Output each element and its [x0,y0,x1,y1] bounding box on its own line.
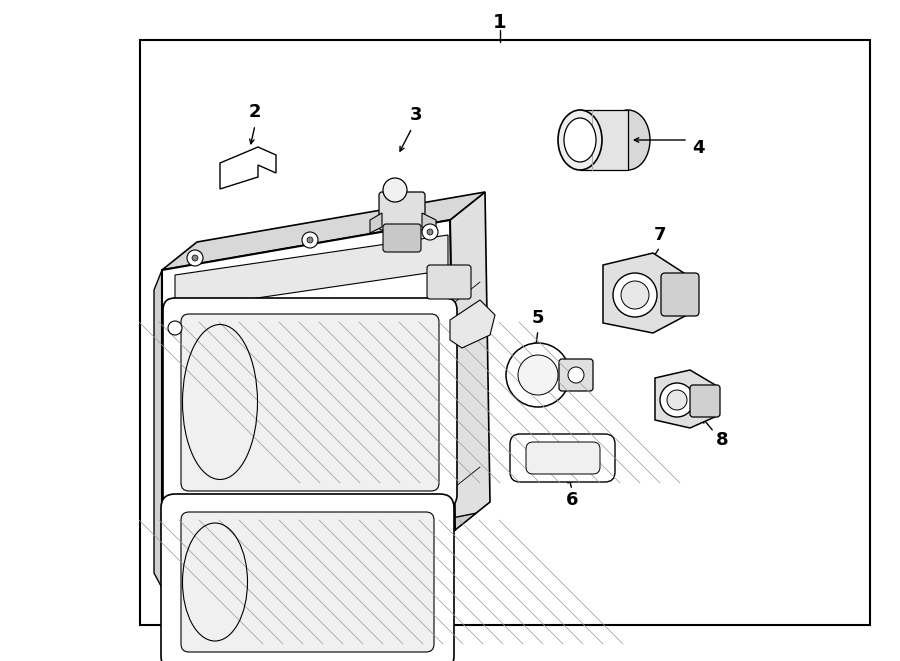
Polygon shape [370,213,382,233]
Bar [140,40,870,625]
Circle shape [613,273,657,317]
Polygon shape [220,147,276,189]
Circle shape [168,321,182,335]
Polygon shape [162,192,485,270]
Circle shape [667,390,687,410]
Circle shape [187,250,203,266]
Circle shape [506,343,570,407]
FancyBboxPatch shape [427,265,471,299]
Polygon shape [154,270,162,588]
Circle shape [192,255,198,261]
Polygon shape [450,300,495,348]
FancyBboxPatch shape [161,494,454,661]
Text: 4: 4 [692,139,705,157]
Circle shape [427,229,433,235]
Text: 8: 8 [716,431,729,449]
Text: 7: 7 [653,226,666,244]
Text: 1: 1 [493,13,507,32]
FancyBboxPatch shape [690,385,720,417]
FancyBboxPatch shape [559,359,593,391]
Ellipse shape [558,110,602,170]
Polygon shape [603,253,687,333]
Polygon shape [175,235,448,310]
Circle shape [660,383,694,417]
FancyBboxPatch shape [163,298,457,507]
Text: 5: 5 [532,309,544,327]
Circle shape [518,355,558,395]
FancyBboxPatch shape [510,434,615,482]
Text: 3: 3 [410,106,422,124]
Circle shape [568,367,584,383]
Ellipse shape [606,110,650,170]
FancyBboxPatch shape [526,442,600,474]
Polygon shape [655,370,717,428]
Text: 2: 2 [248,103,261,121]
Circle shape [307,237,313,243]
FancyBboxPatch shape [379,192,425,230]
Circle shape [302,232,318,248]
Ellipse shape [564,118,596,162]
Polygon shape [162,220,455,588]
Circle shape [422,224,438,240]
Text: 6: 6 [566,491,578,509]
Polygon shape [580,110,628,170]
Circle shape [621,281,649,309]
FancyBboxPatch shape [181,512,434,652]
FancyBboxPatch shape [383,224,421,252]
FancyBboxPatch shape [661,273,699,316]
Circle shape [383,178,407,202]
Polygon shape [162,513,476,588]
Polygon shape [422,213,436,237]
Polygon shape [450,192,490,530]
FancyBboxPatch shape [181,314,439,491]
